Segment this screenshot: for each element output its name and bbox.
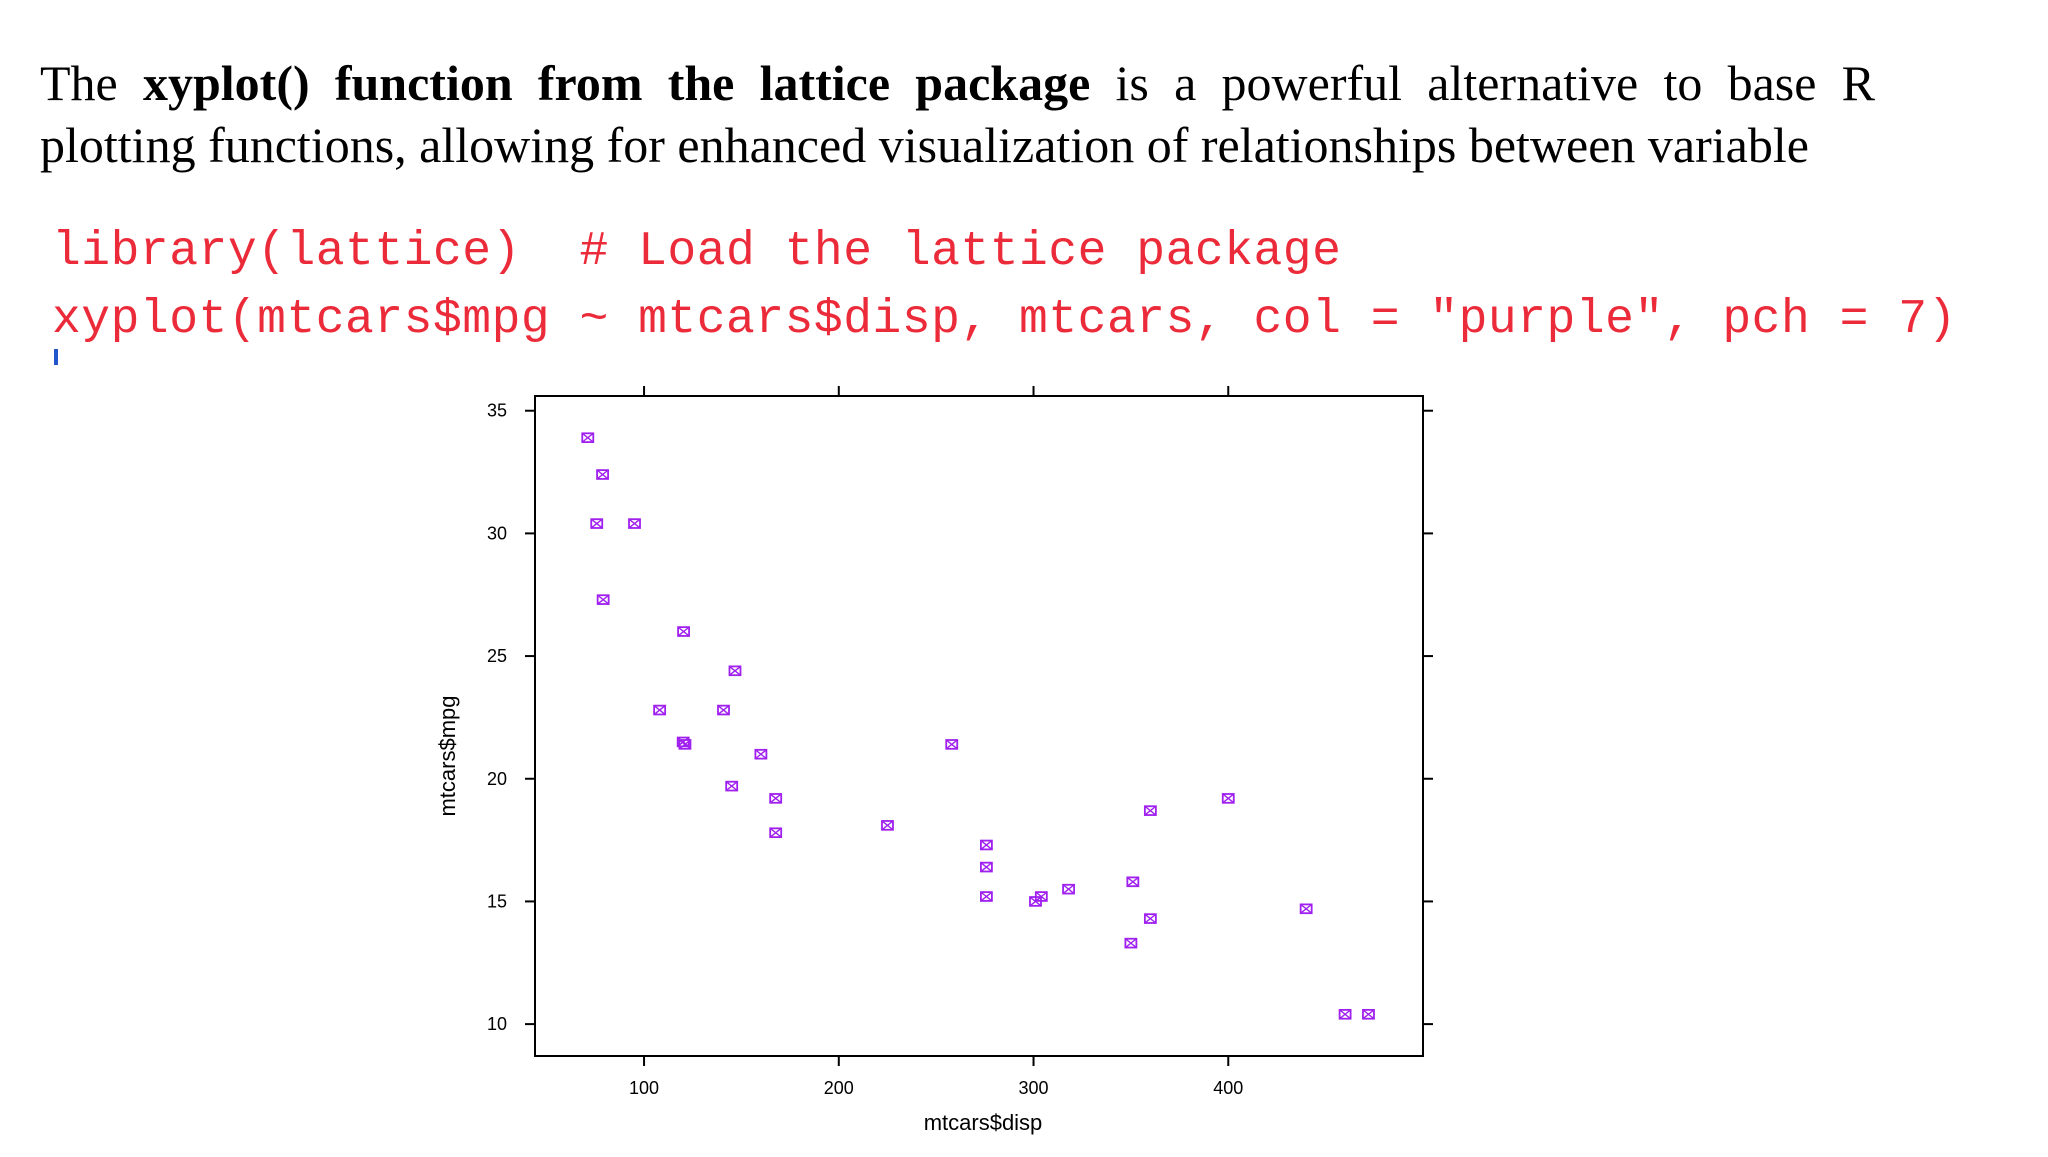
data-point	[1062, 883, 1075, 895]
data-point	[945, 739, 959, 750]
data-point	[1143, 913, 1157, 924]
data-point	[596, 594, 610, 605]
data-point	[980, 891, 993, 902]
data-point	[1338, 1008, 1352, 1020]
x-tick-label: 100	[629, 1078, 659, 1098]
code-line-1: library(lattice) # Load the lattice pack…	[52, 225, 1342, 279]
x-tick-label: 400	[1213, 1078, 1243, 1098]
y-tick-label: 10	[487, 1014, 507, 1034]
data-points	[581, 432, 1375, 1020]
y-axis-label: mtcars$mpg	[435, 695, 460, 816]
data-point	[769, 827, 783, 839]
y-tick-label: 25	[487, 646, 507, 666]
code-block: library(lattice) # Load the lattice pack…	[52, 218, 1957, 354]
data-point	[1124, 937, 1138, 949]
intro-paragraph: The xyplot() function from the lattice p…	[40, 52, 1875, 176]
data-point	[980, 839, 993, 851]
x-axis-label: mtcars$disp	[924, 1110, 1043, 1135]
data-point	[676, 736, 690, 748]
data-point	[1221, 793, 1235, 804]
y-tick-label: 15	[487, 891, 507, 911]
data-point	[677, 626, 690, 637]
intro-bold-phrase: xyplot() function from the lattice packa…	[142, 55, 1091, 111]
intro-suffix: is a powerful alternative to base R plot…	[40, 55, 1876, 173]
data-point	[1029, 896, 1042, 907]
x-axis: 100 200 300 400	[629, 386, 1243, 1098]
y-tick-label: 30	[487, 523, 507, 543]
data-point	[596, 469, 609, 480]
y-tick-label: 35	[487, 401, 507, 421]
data-point	[653, 704, 667, 716]
data-point	[581, 432, 595, 444]
data-point	[1299, 903, 1313, 915]
data-point	[881, 820, 894, 831]
data-point	[769, 793, 783, 804]
data-point	[754, 748, 768, 760]
data-point	[728, 665, 742, 677]
intro-prefix: The	[40, 55, 143, 111]
y-tick-label: 20	[487, 769, 507, 789]
plot-panel-frame	[534, 395, 1424, 1057]
data-point	[590, 518, 604, 529]
data-point	[717, 704, 730, 716]
data-point	[1126, 876, 1140, 888]
x-tick-label: 300	[1019, 1078, 1049, 1098]
data-point	[628, 518, 641, 529]
data-point	[1143, 805, 1157, 816]
code-line-2: xyplot(mtcars$mpg ~ mtcars$disp, mtcars,…	[52, 293, 1957, 347]
data-point	[1362, 1008, 1375, 1020]
data-point	[725, 780, 739, 792]
text-cursor	[54, 349, 58, 365]
x-tick-label: 200	[824, 1078, 854, 1098]
data-point	[980, 861, 993, 873]
y-axis: 10 15 20 25 30 35	[487, 401, 1433, 1034]
